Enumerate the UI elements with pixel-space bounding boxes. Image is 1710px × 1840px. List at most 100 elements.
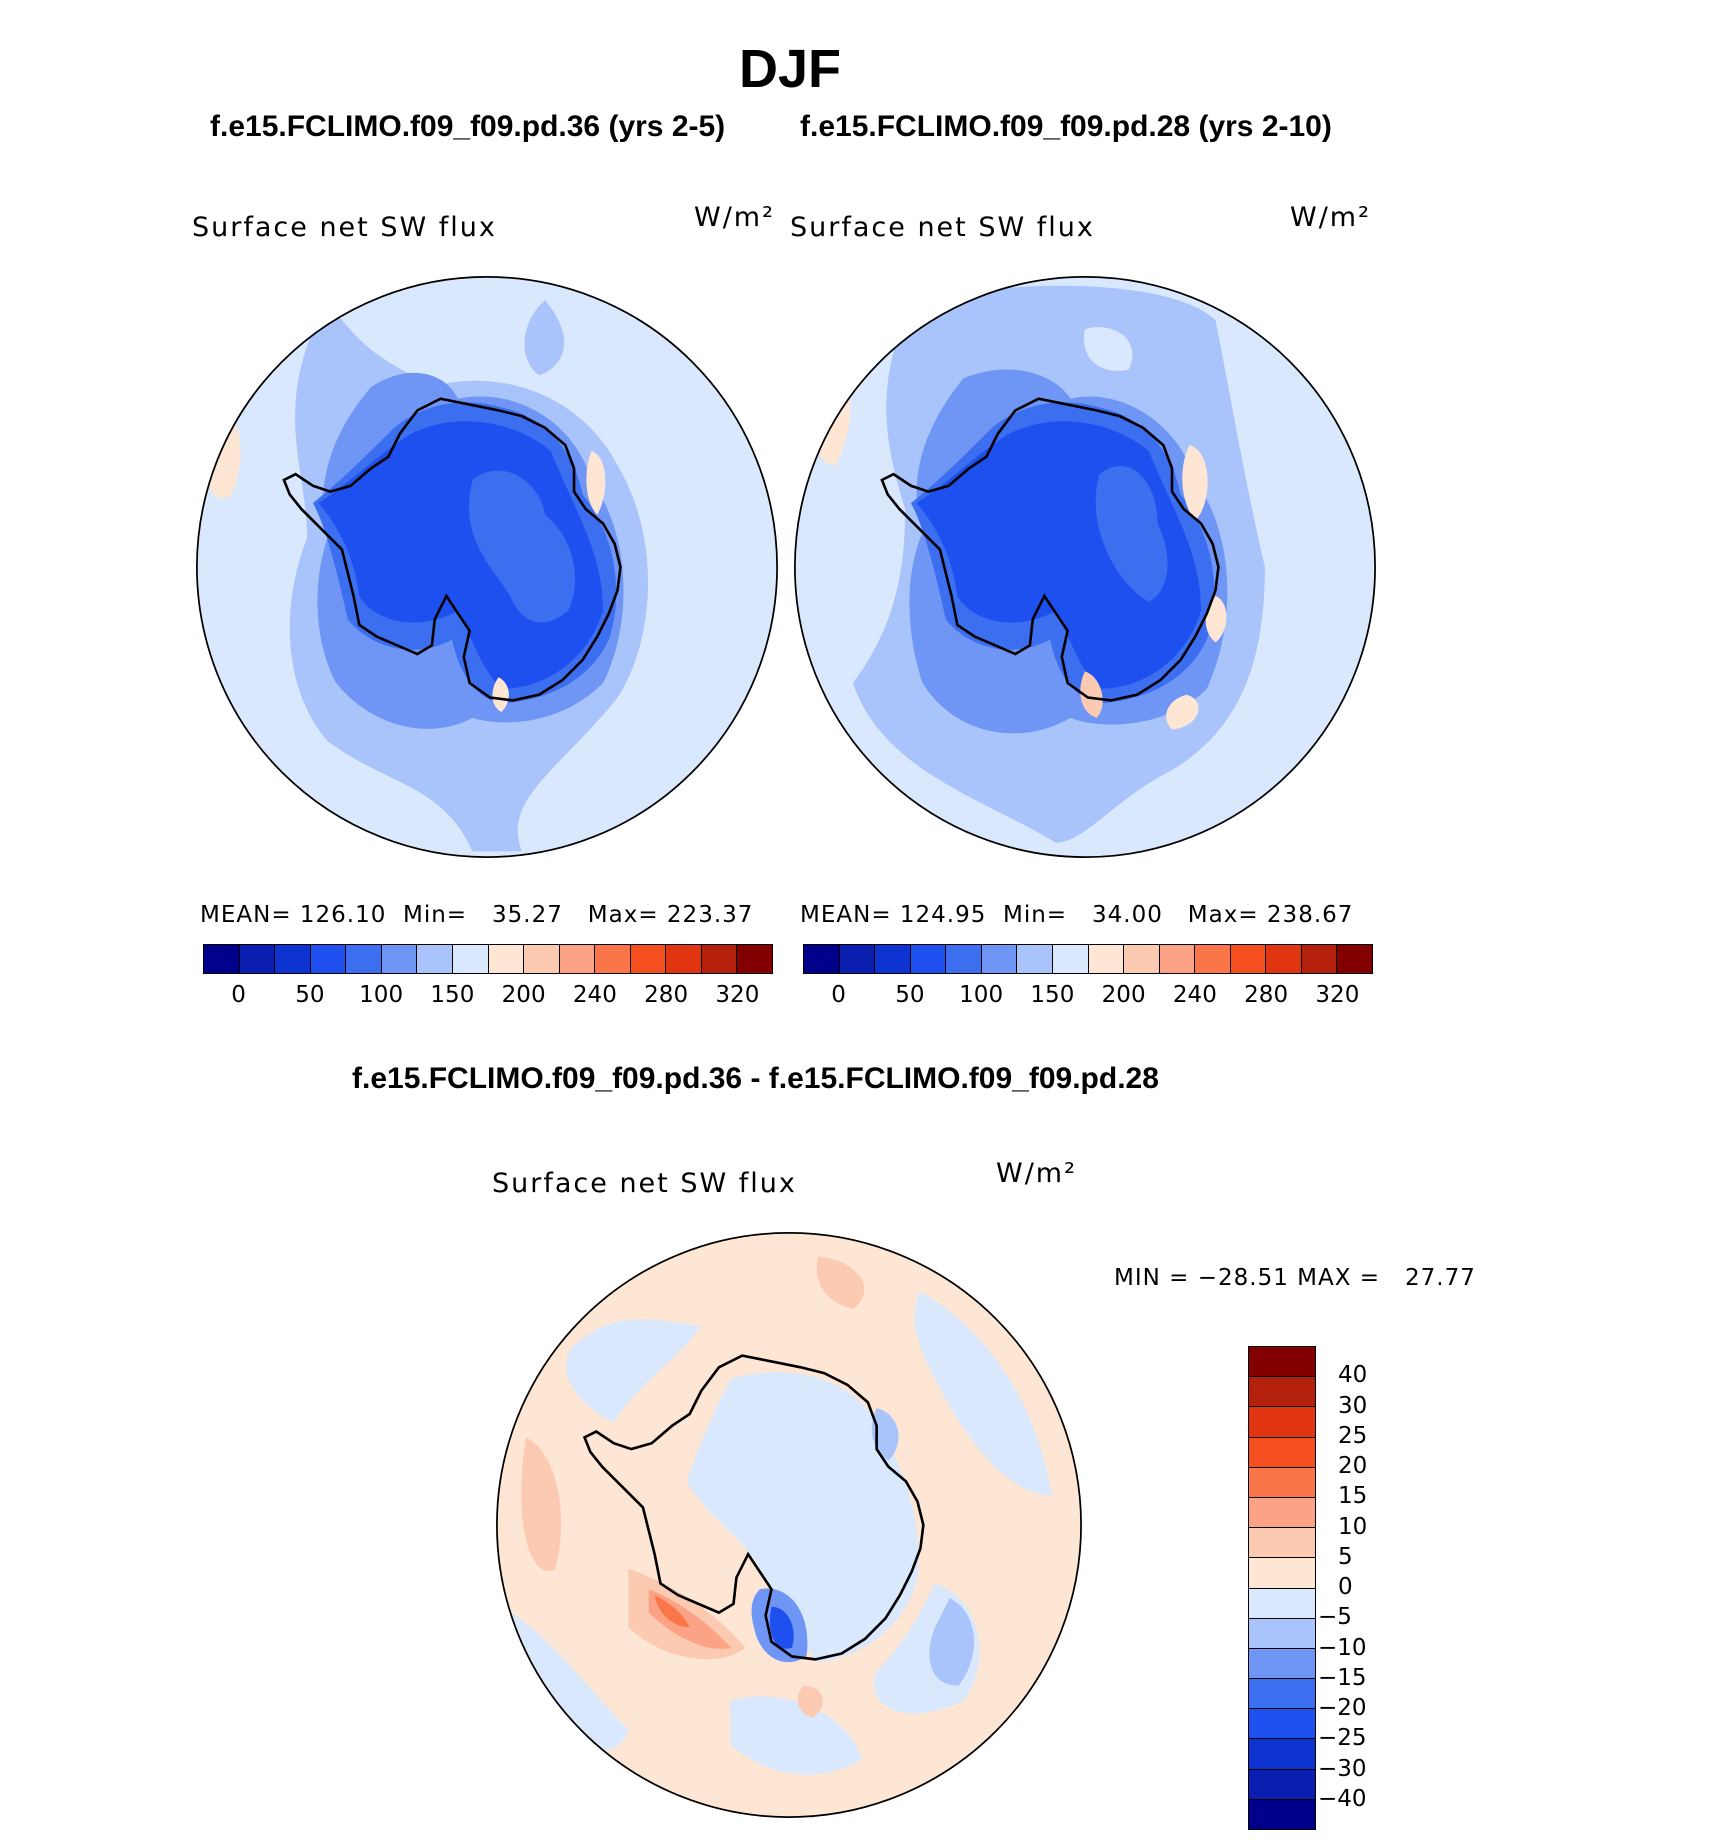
colorbar-difference-swatch xyxy=(1249,1709,1315,1740)
contour-fill-band xyxy=(524,300,565,376)
contour-fill-band xyxy=(492,677,509,713)
colorbar-right-swatch xyxy=(981,945,1018,973)
panel-right-case-title: f.e15.FCLIMO.f09_f09.pd.28 (yrs 2-10) xyxy=(800,110,1332,143)
colorbar-difference-tick-label: −30 xyxy=(1318,1755,1367,1782)
colorbar-left-swatch xyxy=(737,945,772,973)
colorbar-difference-tick-label: 25 xyxy=(1338,1422,1368,1449)
contour-fill-band xyxy=(1095,465,1168,602)
colorbar-difference-swatch xyxy=(1249,1407,1315,1438)
colorbar-left-swatch xyxy=(666,945,702,973)
colorbar-difference-swatch xyxy=(1249,1528,1315,1559)
colorbar-difference-tick-label: −5 xyxy=(1318,1604,1352,1631)
colorbar-left-swatch xyxy=(452,945,489,973)
colorbar-left-tick-label: 240 xyxy=(572,982,617,1008)
map-panel-right xyxy=(794,276,1376,858)
colorbar-left-swatch xyxy=(701,945,738,973)
colorbar-right-swatch xyxy=(1337,945,1372,973)
colorbar-left-swatch xyxy=(239,945,276,973)
colorbar-left-tick-label: 320 xyxy=(715,982,760,1008)
colorbar-difference-swatch xyxy=(1249,1347,1315,1378)
colorbar-difference-swatch xyxy=(1249,1437,1315,1468)
colorbar-left-tick-label: 100 xyxy=(359,982,404,1008)
contour-fill-band xyxy=(929,1598,974,1686)
colorbar-difference-tick-label: 0 xyxy=(1338,1574,1353,1600)
colorbar-right-swatch xyxy=(1301,945,1338,973)
colorbar-left-tick-label: 50 xyxy=(295,982,325,1008)
contour-fill-band xyxy=(769,1606,794,1649)
contour-fill-band xyxy=(469,470,576,623)
colorbar-difference-swatch xyxy=(1249,1799,1315,1829)
colorbar-difference-swatch xyxy=(1249,1739,1315,1770)
contour-fill-band xyxy=(914,1291,1052,1496)
contour-fill-band xyxy=(871,1408,899,1461)
colorbar-left-tick-label: 150 xyxy=(430,982,475,1008)
contour-fill-band xyxy=(816,1256,865,1309)
colorbar-right-tick-label: 0 xyxy=(831,982,846,1008)
colorbar-left-tick-label: 280 xyxy=(644,982,689,1008)
difference-stats: MIN = −28.51 MAX = 27.77 xyxy=(1114,1265,1476,1291)
contour-fill-band xyxy=(1084,327,1133,371)
colorbar-right: 0 50 100 150 200 240 280 320 xyxy=(803,944,1373,1008)
colorbar-difference-tick-label: 30 xyxy=(1338,1392,1368,1419)
colorbar-difference-swatch xyxy=(1249,1558,1315,1589)
colorbar-right-tick-label: 100 xyxy=(959,982,1004,1008)
colorbar-right-tick-label: 150 xyxy=(1030,982,1075,1008)
colorbar-difference-swatch xyxy=(1249,1588,1315,1619)
map-boundary xyxy=(196,276,778,858)
map-panel-left xyxy=(196,276,778,858)
colorbar-left-swatch xyxy=(595,945,631,973)
colorbar-difference-tick-label: 40 xyxy=(1338,1362,1368,1389)
colorbar-right-tick-label: 280 xyxy=(1244,982,1289,1008)
colorbar-right-swatch xyxy=(1124,945,1160,973)
colorbar-difference-tick-label: −25 xyxy=(1318,1725,1367,1752)
colorbar-right-swatch xyxy=(875,945,911,973)
colorbar-right-tick-label: 50 xyxy=(895,982,925,1008)
colorbar-difference-swatch xyxy=(1249,1497,1315,1529)
panel-left-case-title: f.e15.FCLIMO.f09_f09.pd.36 (yrs 2-5) xyxy=(210,110,726,143)
contour-fill-band xyxy=(1166,694,1199,730)
colorbar-left-swatch xyxy=(275,945,311,973)
contour-fill-band xyxy=(1080,671,1103,718)
contour-fill-band xyxy=(686,1372,919,1663)
difference-title: f.e15.FCLIMO.f09_f09.pd.36 - f.e15.FCLIM… xyxy=(352,1062,1159,1095)
colorbar-right-swatch xyxy=(910,945,947,973)
colorbar-difference-swatch xyxy=(1249,1618,1315,1649)
page-title: DJF xyxy=(738,39,841,99)
colorbar-right-swatch xyxy=(1266,945,1302,973)
contour-fill-band xyxy=(521,1437,562,1572)
map-boundary xyxy=(794,276,1376,858)
contour-fill-band xyxy=(586,450,606,515)
difference-variable-label: Surface net SW flux xyxy=(492,1168,797,1199)
colorbar-difference xyxy=(1248,1346,1316,1830)
colorbar-difference-swatch xyxy=(1249,1467,1315,1498)
colorbar-left: 0 50 100 150 200 240 280 320 xyxy=(203,944,773,1008)
colorbar-left-tick-label: 200 xyxy=(501,982,546,1008)
colorbar-difference-tick-label: 15 xyxy=(1338,1483,1368,1510)
colorbar-difference-swatch xyxy=(1249,1377,1315,1408)
panel-left-variable-label: Surface net SW flux xyxy=(192,212,497,243)
colorbar-right-swatch xyxy=(839,945,876,973)
colorbar-right-swatch xyxy=(1052,945,1089,973)
colorbar-left-tick-label: 0 xyxy=(231,982,246,1008)
colorbar-right-swatch xyxy=(1088,945,1125,973)
colorbar-difference-swatch xyxy=(1249,1679,1315,1710)
map-boundary xyxy=(496,1232,1082,1818)
difference-units-label: W/m² xyxy=(996,1158,1077,1189)
colorbar-left-swatch xyxy=(488,945,525,973)
colorbar-right-swatch xyxy=(1159,945,1196,973)
colorbar-right-swatch xyxy=(1017,945,1053,973)
colorbar-left-swatch xyxy=(559,945,596,973)
panel-right-stats: MEAN= 124.95 Min= 34.00 Max= 238.67 xyxy=(800,902,1354,928)
colorbar-left-swatch xyxy=(630,945,667,973)
contour-fill-band xyxy=(654,1595,690,1628)
colorbar-difference-tick-label: 5 xyxy=(1338,1543,1353,1570)
contour-fill-band xyxy=(730,1696,863,1775)
panel-left-stats: MEAN= 126.10 Min= 35.27 Max= 223.37 xyxy=(200,902,754,928)
colorbar-difference-tick-label: 10 xyxy=(1338,1513,1368,1540)
colorbar-difference-swatch xyxy=(1249,1769,1315,1800)
contour-fill-band xyxy=(797,1685,823,1718)
map-panel-difference xyxy=(496,1232,1082,1818)
colorbar-right-tick-label: 320 xyxy=(1315,982,1360,1008)
colorbar-right-tick-label: 240 xyxy=(1172,982,1217,1008)
colorbar-left-swatch xyxy=(346,945,382,973)
